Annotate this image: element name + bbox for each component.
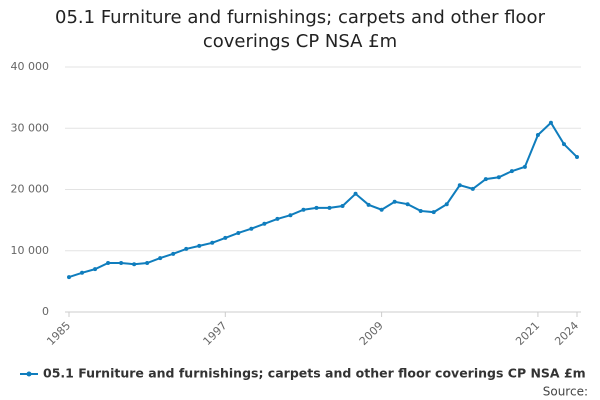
point bbox=[561, 142, 566, 147]
point bbox=[392, 199, 397, 204]
x-tick-label: 2009 bbox=[357, 319, 386, 348]
y-tick-label: 20 000 bbox=[11, 183, 50, 196]
point bbox=[210, 240, 215, 245]
point bbox=[249, 226, 254, 231]
point bbox=[67, 275, 71, 280]
point bbox=[275, 216, 280, 221]
point bbox=[301, 207, 306, 212]
point bbox=[457, 183, 462, 188]
point bbox=[158, 256, 163, 261]
point bbox=[548, 120, 553, 125]
point bbox=[496, 175, 501, 180]
y-tick-label: 40 000 bbox=[11, 60, 50, 73]
point bbox=[223, 235, 228, 240]
point bbox=[535, 132, 540, 137]
point bbox=[575, 155, 579, 160]
point bbox=[262, 221, 267, 226]
point bbox=[288, 213, 293, 218]
point bbox=[379, 207, 384, 212]
point bbox=[106, 261, 111, 265]
point bbox=[184, 246, 189, 251]
point bbox=[197, 243, 202, 248]
point bbox=[340, 204, 345, 209]
legend-label: 05.1 Furniture and furnishings; carpets … bbox=[43, 366, 586, 381]
legend-marker bbox=[26, 371, 32, 377]
y-tick-label: 10 000 bbox=[11, 244, 50, 257]
point bbox=[171, 251, 176, 256]
point bbox=[470, 186, 475, 191]
line bbox=[68, 121, 578, 279]
point bbox=[522, 164, 527, 169]
point bbox=[418, 208, 423, 213]
y-tick-label: 30 000 bbox=[11, 121, 50, 134]
point bbox=[80, 270, 85, 275]
chart-title: 05.1 Furniture and furnishings; carpets … bbox=[55, 7, 545, 52]
point bbox=[509, 169, 514, 174]
point bbox=[431, 210, 436, 215]
point bbox=[405, 202, 410, 207]
point bbox=[327, 205, 332, 210]
x-tick-label: 1997 bbox=[201, 319, 230, 348]
point bbox=[353, 191, 358, 196]
point bbox=[145, 261, 150, 265]
x-tick-label: 2021 bbox=[513, 319, 542, 348]
point bbox=[93, 267, 98, 272]
point bbox=[314, 205, 319, 210]
point bbox=[444, 202, 449, 207]
y-tick-label: 0 bbox=[42, 305, 49, 318]
point bbox=[483, 177, 488, 182]
point bbox=[119, 261, 124, 265]
point bbox=[236, 230, 241, 235]
source-label: Source: bbox=[543, 385, 588, 399]
x-tick-label: 2024 bbox=[552, 319, 581, 348]
x-tick-label: 1985 bbox=[44, 319, 73, 348]
point bbox=[366, 202, 371, 207]
point bbox=[132, 262, 137, 267]
